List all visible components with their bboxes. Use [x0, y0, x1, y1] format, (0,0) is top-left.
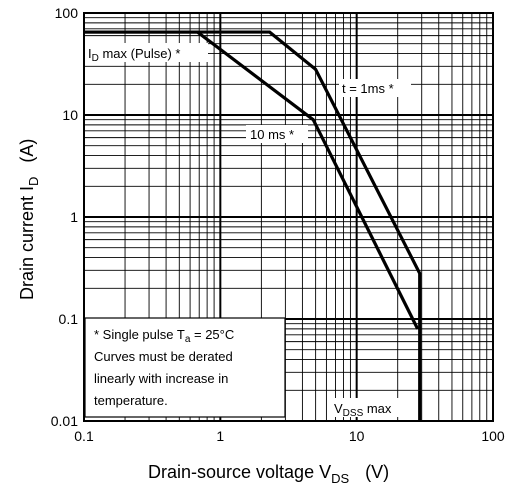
y-axis-label: Drain current ID(A): [17, 139, 41, 300]
id-max-label: ID max (Pulse) *: [88, 46, 181, 64]
x-tick-label: 0.1: [74, 428, 94, 444]
t10ms-annotation: 10 ms *: [246, 125, 308, 143]
t1ms-annotation: t = 1ms *: [339, 79, 411, 97]
x-axis-label: Drain-source voltage VDS (V): [148, 462, 389, 486]
t1ms-label: t = 1ms *: [342, 81, 394, 96]
vdss-label: VDSS max: [334, 401, 392, 419]
x-tick-label: 10: [349, 428, 365, 444]
note-box-frame: [84, 317, 286, 418]
vdss-label-bg: [331, 398, 417, 417]
id-max-label-bg: [84, 43, 208, 62]
y-tick-label: 0.01: [51, 413, 78, 429]
x-tick-label: 100: [481, 428, 505, 444]
series-line-2: [84, 30, 420, 330]
y-tick-label: 10: [62, 107, 78, 123]
t10ms-label-bg: [246, 125, 308, 143]
plot-frame: [83, 12, 494, 422]
x-tick-label: 1: [216, 428, 224, 444]
y-tick-label: 1: [70, 209, 78, 225]
vdss-annotation: VDSS max: [331, 398, 417, 419]
t1ms-label-bg: [339, 79, 411, 97]
y-tick-label: 0.1: [59, 311, 79, 327]
id-max-annotation: ID max (Pulse) *: [84, 43, 208, 64]
note-line-3: linearly with increase in: [94, 371, 228, 386]
note-box: * Single pulse Ta = 25°C Curves must be …: [84, 317, 286, 418]
y-tick-label: 100: [55, 5, 79, 21]
note-line-2: Curves must be derated: [94, 349, 233, 364]
series-layer: [84, 30, 422, 421]
note-line-4: temperature.: [94, 393, 168, 408]
note-line-1: * Single pulse Ta = 25°C: [94, 327, 234, 345]
series-line-1: [84, 30, 422, 421]
t10ms-label: 10 ms *: [250, 127, 294, 142]
